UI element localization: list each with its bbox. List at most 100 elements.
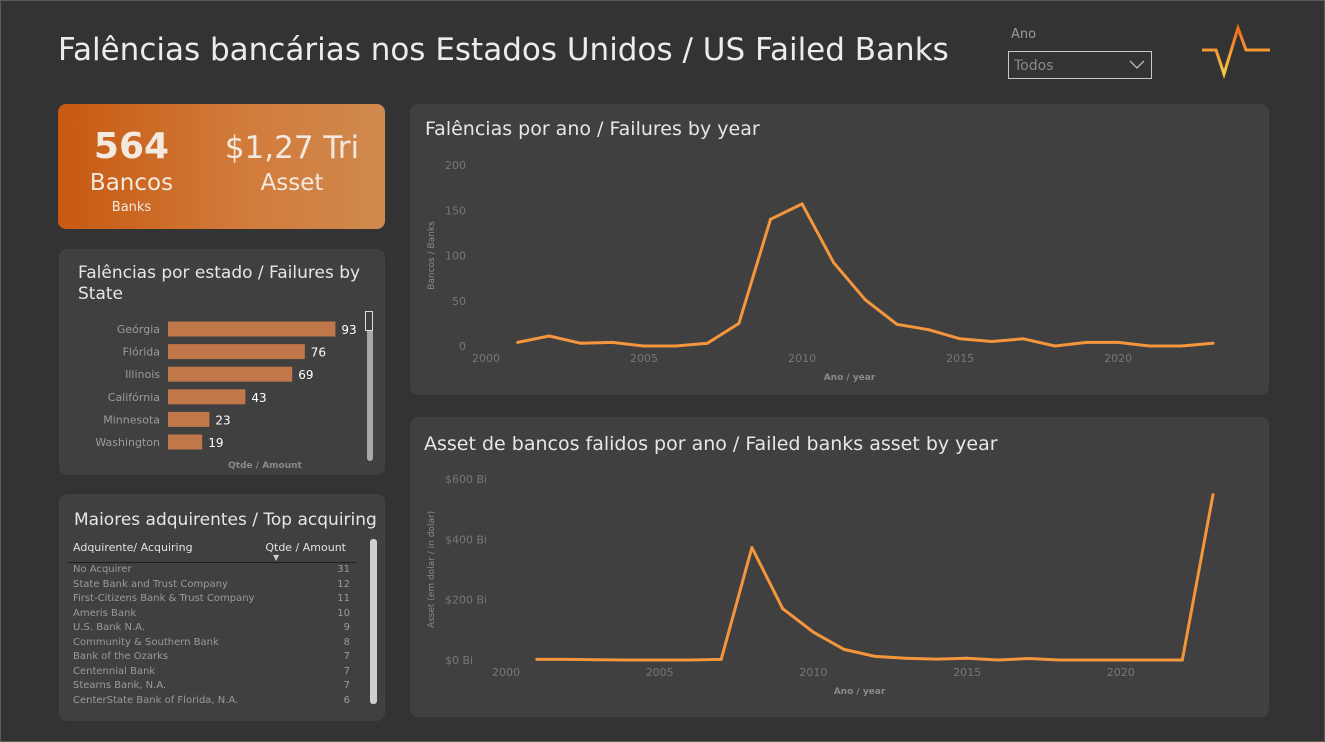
pulse-check-logo-icon <box>1202 24 1270 79</box>
data-point <box>1148 344 1152 348</box>
acquirers-table: Adquirente/ Acquiring Qtde / Amount ▼ No… <box>68 538 356 708</box>
data-point <box>1116 340 1120 344</box>
data-point <box>1085 340 1089 344</box>
bar-category-label: Califórnia <box>108 391 160 404</box>
data-point <box>642 344 646 348</box>
table-row[interactable]: First-Citizens Bank & Trust Company 11 <box>68 592 356 607</box>
data-point <box>516 340 520 344</box>
acquirers-title: Maiores adquirentes / Top acquiring <box>74 510 377 530</box>
acquirer-count: 12 <box>337 578 350 590</box>
data-point <box>1180 658 1184 662</box>
bar-data-label: 19 <box>208 436 223 450</box>
x-tick-label: 2000 <box>472 352 500 365</box>
bar-data-label: 76 <box>311 346 326 360</box>
data-point <box>579 341 583 345</box>
column-header-acquirer[interactable]: Adquirente/ Acquiring <box>73 541 193 554</box>
table-row[interactable]: Bank of the Ozarks 7 <box>68 650 356 665</box>
x-axis-label: Ano / year <box>824 373 876 383</box>
state-chart-scroll-thumb[interactable] <box>365 311 373 331</box>
table-row[interactable]: Centennial Bank 7 <box>68 665 356 680</box>
acquirers-scrollbar[interactable] <box>370 539 377 704</box>
bar <box>168 434 203 450</box>
data-point <box>1211 493 1215 497</box>
x-tick-label: 2005 <box>630 352 658 365</box>
bar-category-label: Washington <box>95 436 160 449</box>
y-tick-label: 50 <box>452 295 466 308</box>
failures-year-panel: Falências por ano / Failures by year 0 50… <box>410 104 1269 395</box>
table-row[interactable]: Stearns Bank, N.A. 7 <box>68 679 356 694</box>
bar-category-label: Minnesota <box>103 413 160 426</box>
data-point <box>1053 344 1057 348</box>
data-point <box>832 261 836 265</box>
bar-category-label: Flórida <box>123 346 160 359</box>
column-header-amount[interactable]: Qtde / Amount <box>265 541 346 554</box>
data-point <box>781 607 785 611</box>
year-slicer-dropdown[interactable]: Todos <box>1008 51 1152 79</box>
data-point <box>596 658 600 662</box>
data-point <box>1027 656 1031 660</box>
data-point <box>737 321 741 325</box>
state-bar-chart: Geórgia 93 Flórida 76 Illinois 69 Califórnia 43… <box>95 321 357 471</box>
acquirer-count: 7 <box>343 651 350 662</box>
page-title: Falências bancárias nos Estados Unidos /… <box>58 32 949 68</box>
kpi-card: 564 Bancos Banks $1,27 Tri Asset <box>58 104 385 229</box>
year-slicer-label: Ano <box>1011 27 1037 42</box>
table-body: No Acquirer 31 State Bank and Trust Compan… <box>68 563 356 708</box>
bar-data-label: 93 <box>341 323 356 337</box>
x-tick-label: 2015 <box>946 352 974 365</box>
acquirer-name: Stearns Bank, N.A. <box>73 680 167 691</box>
data-point <box>895 322 899 326</box>
data-point <box>996 658 1000 662</box>
table-row[interactable]: U.S. Bank N.A. 9 <box>68 621 356 636</box>
acquirer-count: 31 <box>337 564 350 575</box>
chevron-down-icon <box>1129 60 1145 69</box>
year-slicer-value: Todos <box>1014 58 1054 74</box>
table-row[interactable]: Ameris Bank 10 <box>68 607 356 622</box>
data-point <box>904 656 908 660</box>
failures-year-line-chart: 0 50 100 150 200 2000 2005 2010 2015 2020 Ano / ye… <box>427 159 1215 383</box>
asset-year-line-chart: $0 Bi $200 Bi $400 Bi $600 Bi 2000 2005 2010 20… <box>427 473 1215 697</box>
acquirer-count: 10 <box>337 607 350 619</box>
table-row[interactable]: State Bank and Trust Company 12 <box>68 578 356 593</box>
table-row[interactable]: CenterState Bank of Florida, N.A. 6 <box>68 694 356 709</box>
data-point <box>535 657 539 661</box>
data-point <box>934 657 938 661</box>
data-point <box>610 340 614 344</box>
x-axis-label: Qtde / Amount <box>228 461 302 471</box>
acquirer-count: 8 <box>343 636 350 648</box>
asset-total-value: $1,27 Tri <box>224 130 360 166</box>
data-point <box>1150 658 1154 662</box>
data-point <box>750 545 754 549</box>
banks-count-sublabel: Banks <box>111 200 152 215</box>
bar-category-label: Illinois <box>125 368 160 381</box>
series-line <box>517 202 1214 348</box>
y-tick-label: 100 <box>445 250 466 263</box>
y-tick-label: 0 <box>459 340 466 353</box>
y-tick-label: $400 Bi <box>445 533 487 546</box>
table-row[interactable]: No Acquirer 31 <box>68 563 356 578</box>
data-point <box>719 657 723 661</box>
table-row[interactable]: Community & Southern Bank 8 <box>68 636 356 651</box>
acquirer-name: Community & Southern Bank <box>73 636 219 648</box>
state-chart-scrollbar[interactable] <box>367 311 373 461</box>
state-chart-title: Falências por estado / Failures by State <box>78 263 361 304</box>
series-line <box>536 494 1215 662</box>
data-point <box>658 658 662 662</box>
x-axis-label: Ano / year <box>834 687 886 697</box>
acquirer-count: 6 <box>343 694 350 706</box>
x-tick-label: 2020 <box>1107 666 1135 679</box>
asset-year-title: Asset de bancos falidos por ano / Failed… <box>424 433 998 455</box>
y-tick-label: $0 Bi <box>445 654 473 667</box>
x-tick-label: 2020 <box>1104 352 1132 365</box>
x-tick-label: 2000 <box>492 666 520 679</box>
data-point <box>627 658 631 662</box>
data-point <box>800 202 804 206</box>
data-point <box>965 656 969 660</box>
acquirer-name: State Bank and Trust Company <box>73 578 228 590</box>
bar <box>168 366 293 382</box>
asset-total-label: Asset <box>260 170 324 196</box>
data-point <box>1179 344 1183 348</box>
data-point <box>705 341 709 345</box>
y-tick-label: $200 Bi <box>445 594 487 607</box>
banks-count-label: Bancos <box>89 170 174 196</box>
